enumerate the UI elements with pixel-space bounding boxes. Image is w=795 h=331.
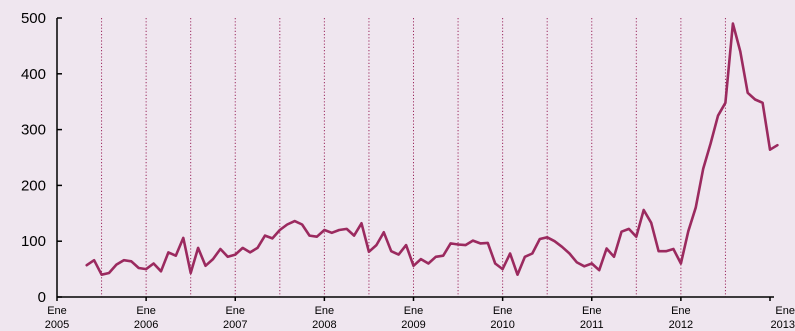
x-tick-label-year: 2010 xyxy=(490,319,514,331)
x-tick-label-year: 2008 xyxy=(312,319,336,331)
x-tick-label-month: Ene xyxy=(671,305,691,317)
y-tick-label: 300 xyxy=(21,122,46,139)
x-tick-label-month: Ene xyxy=(225,305,245,317)
x-tick-label-month: Ene xyxy=(136,305,156,317)
x-tick-label-year: 2011 xyxy=(580,319,604,331)
series-line xyxy=(85,22,779,277)
x-tick-label-year: 2012 xyxy=(669,319,693,331)
x-tick-label-month: Ene xyxy=(775,305,795,317)
x-tick-label-year: 2006 xyxy=(134,319,158,331)
x-tick-label-month: Ene xyxy=(404,305,424,317)
x-tick-label-month: Ene xyxy=(315,305,335,317)
y-tick-label: 100 xyxy=(21,233,46,250)
x-tick-label-month: Ene xyxy=(47,305,67,317)
x-axis: Ene 2005 Ene 2006 Ene 2007 Ene 2008 Ene 2009 Ene 20… xyxy=(45,296,795,331)
x-tick-label-year: 2013 xyxy=(771,319,795,331)
x-tick-label-year: 2007 xyxy=(223,319,247,331)
series-group xyxy=(85,22,779,277)
x-tick-label-month: Ene xyxy=(582,305,602,317)
x-tick-label-year: 2005 xyxy=(45,319,69,331)
x-tick-label-year: 2009 xyxy=(401,319,425,331)
y-tick-label: 0 xyxy=(38,289,46,306)
y-tick-label: 500 xyxy=(21,10,46,27)
x-tick-label-month: Ene xyxy=(493,305,513,317)
y-axis: 0 100 200 300 400 500 xyxy=(21,10,62,306)
y-tick-label: 200 xyxy=(21,177,46,194)
y-tick-label: 400 xyxy=(21,66,46,83)
